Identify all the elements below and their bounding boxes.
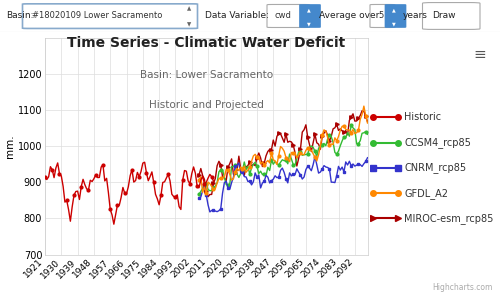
Text: Basin:: Basin:	[6, 11, 34, 20]
Text: years: years	[403, 11, 428, 20]
Text: cwd: cwd	[274, 11, 291, 20]
FancyBboxPatch shape	[300, 4, 320, 28]
FancyBboxPatch shape	[422, 3, 480, 29]
Text: Highcharts.com: Highcharts.com	[432, 283, 492, 292]
Text: #18020109 Lower Sacramento: #18020109 Lower Sacramento	[32, 11, 163, 20]
Text: Draw: Draw	[432, 11, 456, 20]
Text: Basin: Lower Sacramento: Basin: Lower Sacramento	[140, 70, 273, 81]
Text: Data Variable:: Data Variable:	[205, 11, 269, 20]
Text: ▲: ▲	[186, 7, 191, 12]
FancyBboxPatch shape	[267, 4, 310, 28]
Text: Average over:: Average over:	[319, 11, 382, 20]
Text: ▲: ▲	[306, 7, 310, 12]
FancyBboxPatch shape	[370, 4, 395, 28]
Text: Historic: Historic	[404, 112, 442, 122]
Text: ▲: ▲	[392, 7, 396, 12]
Text: Historic and Projected: Historic and Projected	[149, 100, 264, 110]
Text: MIROC-esm_rcp85: MIROC-esm_rcp85	[404, 213, 494, 224]
Text: ▼: ▼	[392, 22, 396, 26]
Y-axis label: mm.: mm.	[5, 134, 15, 158]
Text: CNRM_rcp85: CNRM_rcp85	[404, 163, 466, 173]
Text: Time Series - Climatic Water Deficit: Time Series - Climatic Water Deficit	[67, 36, 345, 50]
FancyBboxPatch shape	[22, 4, 198, 28]
Text: ▼: ▼	[186, 22, 191, 28]
Text: ▼: ▼	[306, 22, 310, 26]
Text: ≡: ≡	[474, 47, 486, 62]
Text: CCSM4_rcp85: CCSM4_rcp85	[404, 137, 471, 148]
Text: GFDL_A2: GFDL_A2	[404, 188, 448, 199]
FancyBboxPatch shape	[385, 4, 406, 28]
Text: 5: 5	[378, 11, 384, 20]
